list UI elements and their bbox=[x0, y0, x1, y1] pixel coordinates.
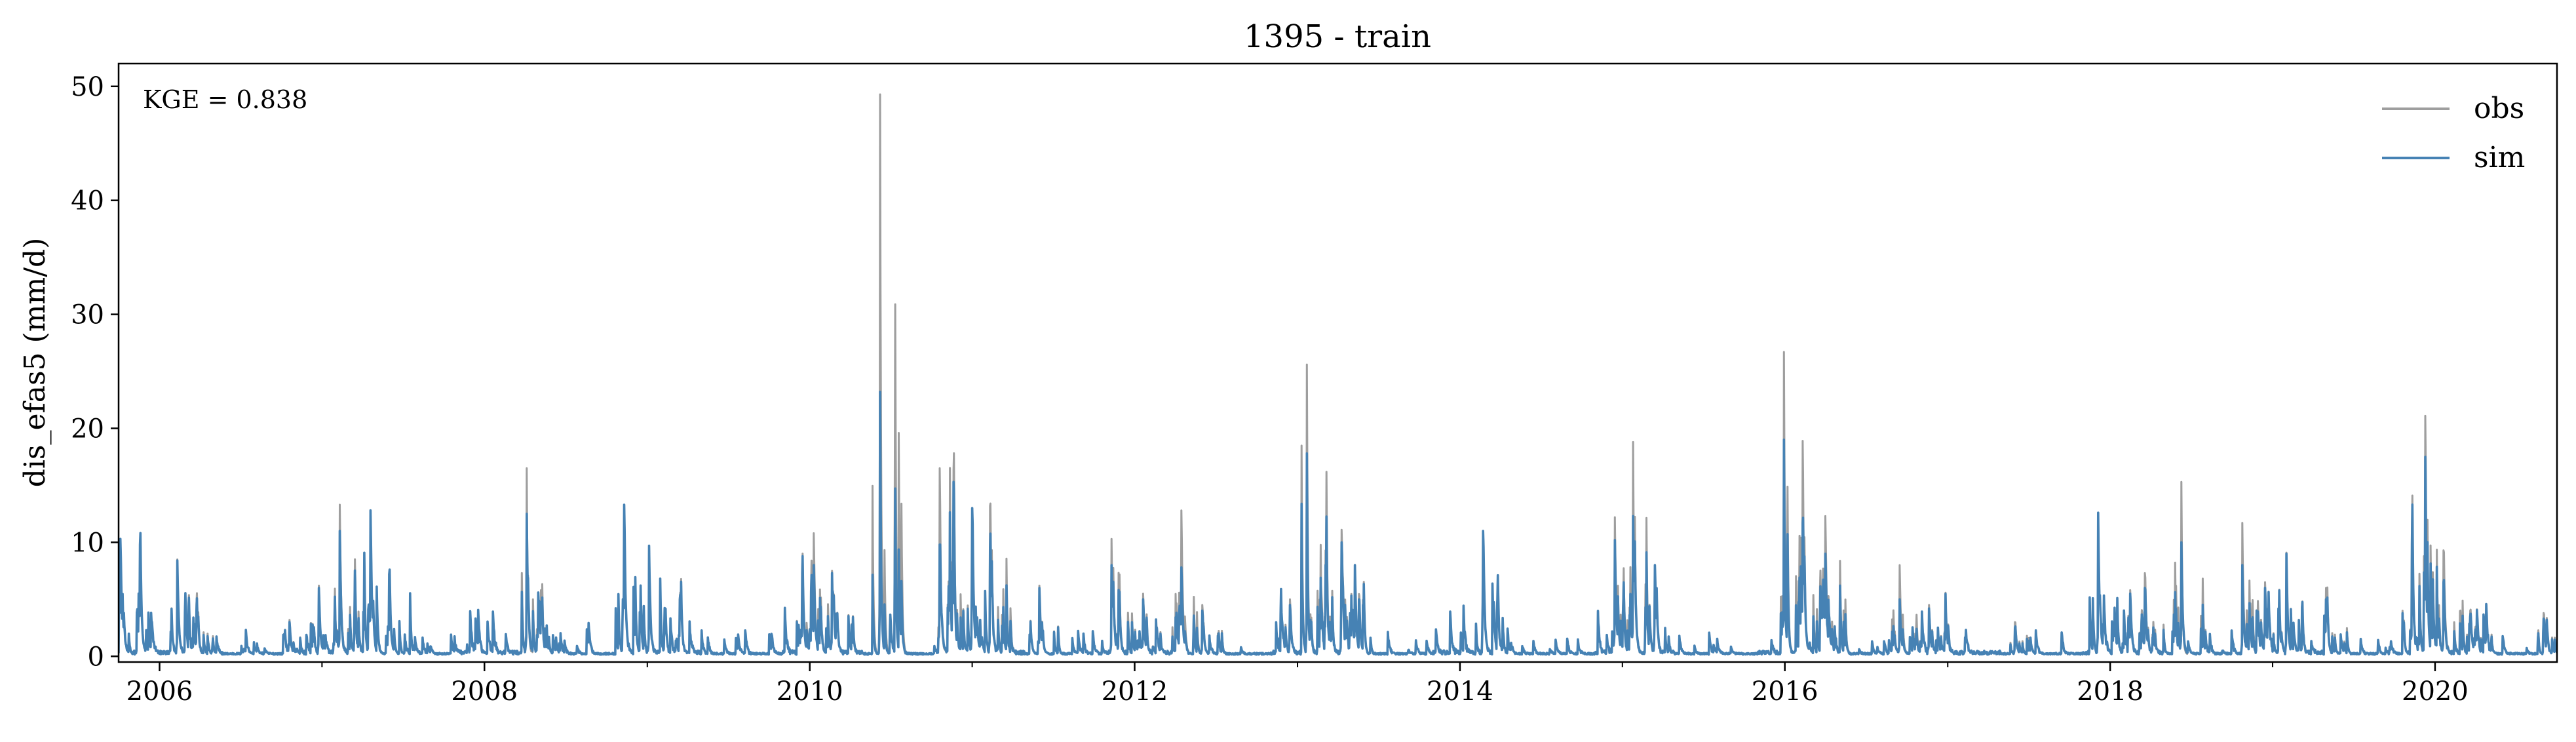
legend-label-sim: sim bbox=[2474, 141, 2525, 174]
x-tick-label: 2012 bbox=[1102, 676, 1168, 707]
y-tick-label: 50 bbox=[71, 72, 104, 102]
series-line-sim bbox=[119, 391, 2557, 656]
x-tick-label: 2010 bbox=[777, 676, 843, 707]
y-tick-label: 0 bbox=[88, 642, 104, 672]
kge-annotation: KGE = 0.838 bbox=[143, 85, 307, 114]
y-axis: 0 10 20 30 40 50 bbox=[71, 72, 119, 672]
y-tick-label: 30 bbox=[71, 300, 104, 330]
x-axis: 2006 2008 2010 2012 2014 2016 2018 2020 bbox=[126, 662, 2469, 707]
x-tick-label: 2016 bbox=[1752, 676, 1818, 707]
y-axis-label: dis_efas5 (mm/d) bbox=[18, 238, 52, 488]
legend: obs sim bbox=[2382, 92, 2525, 174]
legend-label-obs: obs bbox=[2474, 92, 2524, 125]
series-layer bbox=[119, 93, 2557, 656]
x-tick-label: 2014 bbox=[1427, 676, 1493, 707]
chart-title: 1395 - train bbox=[1244, 18, 1431, 55]
y-tick-label: 10 bbox=[71, 528, 104, 558]
y-tick-label: 40 bbox=[71, 186, 104, 216]
x-tick-label: 2020 bbox=[2402, 676, 2469, 707]
x-tick-label: 2008 bbox=[451, 676, 518, 707]
plot-frame bbox=[117, 62, 2558, 663]
x-tick-label: 2006 bbox=[126, 676, 193, 707]
y-tick-label: 20 bbox=[71, 414, 104, 444]
x-tick-label: 2018 bbox=[2077, 676, 2143, 707]
